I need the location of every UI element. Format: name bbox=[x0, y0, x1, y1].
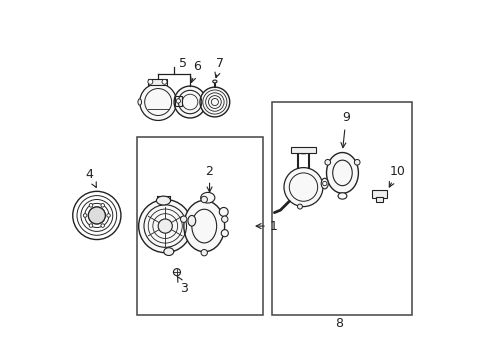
Ellipse shape bbox=[321, 178, 328, 189]
Text: 1: 1 bbox=[256, 220, 278, 233]
Circle shape bbox=[354, 159, 360, 165]
Ellipse shape bbox=[338, 193, 347, 199]
Circle shape bbox=[107, 214, 110, 217]
Text: 3: 3 bbox=[177, 276, 188, 294]
Ellipse shape bbox=[221, 230, 228, 237]
Circle shape bbox=[89, 203, 93, 207]
Ellipse shape bbox=[188, 215, 196, 226]
Circle shape bbox=[140, 84, 176, 121]
Text: 8: 8 bbox=[335, 317, 343, 330]
Ellipse shape bbox=[184, 201, 224, 252]
Ellipse shape bbox=[138, 99, 142, 105]
Text: 9: 9 bbox=[341, 112, 350, 148]
Circle shape bbox=[200, 87, 230, 117]
Circle shape bbox=[284, 168, 323, 207]
Circle shape bbox=[201, 196, 207, 203]
Ellipse shape bbox=[298, 149, 309, 154]
Circle shape bbox=[221, 216, 228, 222]
Circle shape bbox=[89, 224, 93, 228]
Circle shape bbox=[83, 214, 87, 217]
Text: 5: 5 bbox=[179, 57, 187, 69]
Circle shape bbox=[92, 211, 101, 220]
Ellipse shape bbox=[156, 196, 171, 205]
Bar bbox=[147, 78, 167, 85]
Ellipse shape bbox=[201, 192, 215, 203]
Bar bbox=[376, 197, 383, 202]
Text: 10: 10 bbox=[390, 165, 405, 187]
Bar bbox=[137, 138, 263, 315]
Circle shape bbox=[325, 159, 331, 165]
Ellipse shape bbox=[326, 153, 358, 193]
Bar bbox=[372, 190, 388, 198]
Text: 4: 4 bbox=[86, 168, 96, 188]
Circle shape bbox=[88, 207, 105, 224]
Bar bbox=[271, 102, 412, 315]
Text: 6: 6 bbox=[191, 60, 201, 82]
Ellipse shape bbox=[220, 207, 228, 216]
Circle shape bbox=[176, 99, 180, 103]
Circle shape bbox=[173, 269, 180, 276]
Circle shape bbox=[148, 79, 153, 84]
Ellipse shape bbox=[213, 80, 217, 83]
Bar bbox=[291, 147, 316, 153]
Circle shape bbox=[158, 219, 172, 233]
Circle shape bbox=[201, 249, 207, 256]
Circle shape bbox=[101, 224, 104, 228]
Circle shape bbox=[162, 79, 167, 84]
Ellipse shape bbox=[164, 248, 174, 256]
Text: 7: 7 bbox=[215, 57, 224, 78]
Circle shape bbox=[297, 204, 302, 209]
Circle shape bbox=[174, 86, 206, 118]
Circle shape bbox=[139, 199, 192, 253]
Circle shape bbox=[180, 216, 187, 222]
Text: 2: 2 bbox=[206, 165, 214, 192]
Bar bbox=[175, 96, 182, 106]
Circle shape bbox=[101, 203, 104, 207]
Circle shape bbox=[322, 181, 327, 186]
